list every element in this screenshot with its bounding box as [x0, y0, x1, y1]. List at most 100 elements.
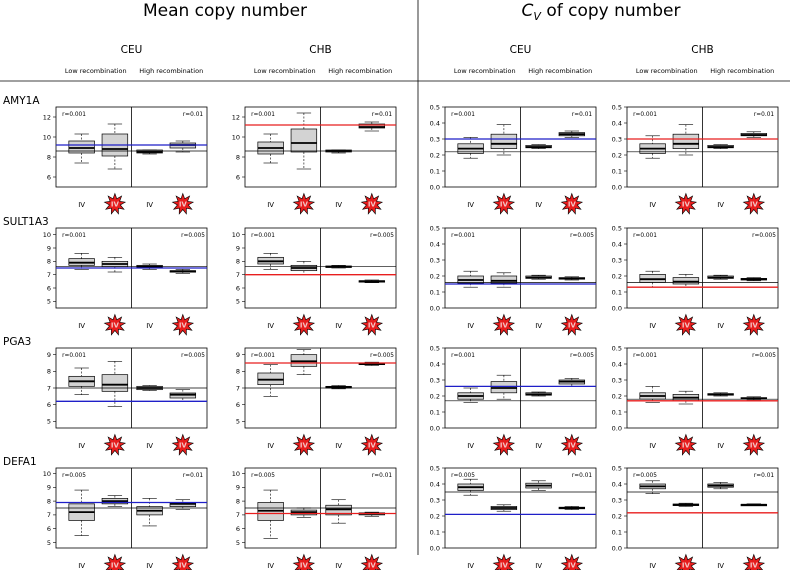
x-label-iv: IV	[467, 322, 474, 330]
red-star-shape	[742, 192, 766, 215]
star-label: IV	[500, 442, 509, 450]
box-body	[358, 123, 386, 129]
x-label-iv: IV	[535, 562, 542, 570]
y-tick-label: 0.0	[430, 304, 440, 312]
y-tick-label: 0.1	[612, 408, 622, 416]
star-label: IV	[179, 442, 188, 450]
box-4	[740, 131, 768, 138]
star-label: IV	[682, 442, 691, 450]
box-2	[672, 390, 700, 405]
box-4	[358, 121, 386, 132]
box-4	[740, 503, 768, 507]
y-tick-label: 9	[236, 484, 240, 492]
x-label-iv: IV	[649, 442, 656, 450]
box-4	[169, 140, 197, 153]
box-2	[672, 124, 700, 156]
y-tick-label: 0.2	[612, 151, 622, 159]
star-label: IV	[179, 201, 188, 209]
x-label-iv: IV	[146, 322, 153, 330]
box-1	[257, 133, 284, 164]
y-tick-label: 0.3	[612, 135, 622, 143]
red-star-shape	[560, 553, 584, 570]
red-star-icon: IV	[360, 433, 384, 456]
y-tick-label: 0.2	[612, 512, 622, 520]
panel-defa1-2: 0.5 0.4 0.3 0.2 0.1 0.0 r=0.005 r=0.01 IV IV IV IV	[430, 464, 597, 570]
box-3	[325, 149, 352, 154]
box-3	[525, 274, 552, 280]
red-star-icon: IV	[560, 192, 584, 215]
box-4	[558, 506, 586, 510]
star-label: IV	[368, 201, 377, 209]
y-tick-label: 0.0	[612, 183, 622, 191]
box-1	[68, 367, 95, 395]
box-2	[490, 374, 518, 400]
y-tick-label: 5	[236, 418, 240, 426]
red-star-shape	[103, 192, 127, 215]
box-2	[490, 504, 518, 512]
panel-pga3-2: 0.5 0.4 0.3 0.2 0.1 0.0 r=0.001 r=0.005 IV IV IV IV	[430, 344, 597, 456]
red-star-icon: IV	[171, 192, 195, 215]
gene-label: DEFA1	[3, 456, 37, 468]
box-2	[490, 124, 518, 156]
red-star-shape	[103, 433, 127, 456]
x-label-iv: IV	[267, 442, 274, 450]
y-tick-label: 0.4	[430, 240, 440, 248]
y-tick-label: 12	[232, 113, 240, 121]
red-star-icon: IV	[674, 192, 698, 215]
box-1	[68, 489, 95, 536]
x-label-iv: IV	[717, 201, 724, 209]
y-tick-label: 0.2	[612, 272, 622, 280]
panel-defa1-3: 0.5 0.4 0.3 0.2 0.1 0.0 r=0.005 r=0.01 IV IV IV IV	[612, 464, 779, 570]
x-label-iv: IV	[78, 562, 85, 570]
red-star-shape	[171, 553, 195, 570]
r-value-low: r=0.001	[251, 112, 275, 118]
r-value-high: r=0.01	[572, 112, 592, 118]
box-4	[740, 277, 768, 282]
r-value-high: r=0.005	[570, 233, 594, 239]
y-tick-label: 7	[236, 271, 240, 279]
y-tick-label: 0.1	[430, 528, 440, 536]
right-title-subscript: V	[533, 10, 542, 23]
star-label: IV	[368, 562, 377, 570]
red-star-icon: IV	[674, 553, 698, 570]
x-label-iv: IV	[78, 322, 85, 330]
x-label-iv: IV	[467, 201, 474, 209]
box-4	[169, 269, 197, 274]
x-label-iv: IV	[649, 562, 656, 570]
y-tick-label: 8	[236, 258, 240, 266]
y-tick-label: 0.1	[430, 167, 440, 175]
panel-pga3-3: 0.5 0.4 0.3 0.2 0.1 0.0 r=0.001 r=0.005 IV IV IV IV	[612, 344, 779, 456]
red-star-shape	[292, 192, 316, 215]
y-tick-label: 0.5	[612, 103, 622, 111]
box-1	[257, 364, 284, 397]
x-label-iv: IV	[717, 322, 724, 330]
low-recombination-label: Low recombination	[454, 67, 516, 75]
box-1	[639, 135, 666, 159]
r-value-high: r=0.005	[370, 353, 394, 359]
red-star-icon: IV	[171, 313, 195, 336]
red-star-shape	[360, 313, 384, 336]
r-value-high: r=0.01	[183, 112, 203, 118]
y-tick-label: 0.3	[612, 256, 622, 264]
y-tick-label: 0.4	[430, 480, 440, 488]
r-value-low: r=0.001	[62, 112, 86, 118]
y-tick-label: 0.3	[430, 376, 440, 384]
y-tick-label: 10	[232, 231, 240, 239]
y-tick-label: 0.5	[430, 344, 440, 352]
y-tick-label: 9	[47, 244, 51, 252]
y-tick-label: 12	[43, 113, 51, 121]
r-value-high: r=0.01	[183, 473, 203, 479]
red-star-icon: IV	[103, 553, 127, 570]
star-label: IV	[111, 442, 120, 450]
y-tick-label: 5	[236, 298, 240, 306]
box-4	[558, 378, 586, 387]
panel-sult1a3-2: 0.5 0.4 0.3 0.2 0.1 0.0 r=0.001 r=0.005 IV IV IV IV	[430, 224, 597, 336]
box-4	[558, 276, 586, 281]
box-1	[457, 478, 484, 496]
y-tick-label: 6	[236, 525, 240, 533]
r-value-low: r=0.005	[62, 473, 86, 479]
star-label: IV	[568, 322, 577, 330]
red-star-shape	[742, 313, 766, 336]
red-star-icon: IV	[560, 553, 584, 570]
